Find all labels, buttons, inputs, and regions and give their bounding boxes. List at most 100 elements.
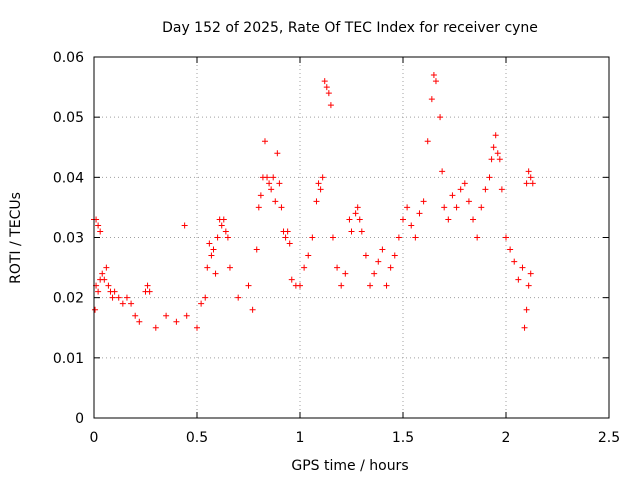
data-point xyxy=(371,270,378,277)
data-point xyxy=(507,246,514,253)
x-tick-label: 0.5 xyxy=(186,430,208,446)
data-point xyxy=(204,264,211,271)
y-tick-label: 0.05 xyxy=(53,110,84,126)
data-point xyxy=(356,216,363,223)
data-point xyxy=(136,318,143,325)
plot-frame xyxy=(93,56,610,419)
data-point xyxy=(470,216,477,223)
data-point xyxy=(358,228,365,235)
data-point xyxy=(218,222,225,229)
data-point xyxy=(146,288,153,295)
data-point xyxy=(395,234,402,241)
data-point xyxy=(325,90,332,97)
chart-title: Day 152 of 2025, Rate Of TEC Index for r… xyxy=(162,20,538,36)
data-point xyxy=(430,72,437,79)
data-point xyxy=(173,318,180,325)
data-point xyxy=(408,222,415,229)
data-point xyxy=(387,264,394,271)
data-point xyxy=(338,282,345,289)
data-point xyxy=(362,252,369,259)
data-point xyxy=(220,216,227,223)
data-point xyxy=(181,222,188,229)
data-point xyxy=(198,300,205,307)
data-point xyxy=(301,264,308,271)
data-point xyxy=(529,180,536,187)
y-tick-label: 0.01 xyxy=(53,351,84,367)
data-point xyxy=(503,234,509,241)
data-point xyxy=(391,252,398,259)
data-point xyxy=(208,252,215,259)
data-point xyxy=(315,180,322,187)
data-point xyxy=(257,192,264,199)
x-tick-label: 2.5 xyxy=(598,430,620,446)
data-point xyxy=(474,234,481,241)
data-point xyxy=(428,96,435,103)
data-point xyxy=(420,198,427,205)
axis-ticks: 0 0.5 1 1.5 2 2.5 0 0.01 0.02 0.03 0.04 0.05 0.06 xyxy=(53,50,620,446)
data-point xyxy=(235,294,242,301)
data-point xyxy=(245,282,252,289)
data-point xyxy=(111,288,118,295)
data-point xyxy=(432,78,439,85)
data-point xyxy=(210,246,217,253)
data-point xyxy=(412,234,419,241)
data-point xyxy=(95,288,102,295)
data-point xyxy=(527,174,534,181)
data-point xyxy=(313,198,320,205)
data-point xyxy=(109,294,116,301)
data-point xyxy=(270,174,277,181)
data-point xyxy=(212,270,219,277)
data-point xyxy=(449,192,456,199)
data-point xyxy=(224,234,231,241)
data-point xyxy=(334,264,341,271)
data-point xyxy=(222,228,229,235)
data-point xyxy=(523,180,530,187)
data-point xyxy=(202,294,209,301)
data-points xyxy=(91,72,536,331)
y-tick-label: 0.06 xyxy=(53,50,84,66)
data-point xyxy=(482,186,489,193)
data-point xyxy=(346,216,353,223)
x-tick-label: 1.5 xyxy=(392,430,414,446)
data-point xyxy=(206,240,213,247)
data-point xyxy=(523,306,530,313)
y-tick-label: 0.04 xyxy=(53,170,84,186)
data-point xyxy=(342,270,349,277)
data-point xyxy=(288,276,295,283)
data-point xyxy=(494,150,501,157)
data-point xyxy=(515,276,522,283)
data-point xyxy=(424,138,431,145)
data-point xyxy=(278,204,285,211)
data-point xyxy=(92,306,99,313)
data-point xyxy=(276,180,283,187)
data-point xyxy=(268,186,275,193)
x-tick-label: 1 xyxy=(296,430,305,446)
data-point xyxy=(163,312,170,319)
data-point xyxy=(352,210,359,217)
data-point xyxy=(379,246,386,253)
data-point xyxy=(437,114,444,121)
data-point xyxy=(97,228,104,235)
data-point xyxy=(115,294,122,301)
data-point xyxy=(128,300,135,307)
data-point xyxy=(264,174,271,181)
data-point xyxy=(249,306,256,313)
data-point xyxy=(498,186,505,193)
data-point xyxy=(272,198,279,205)
data-point xyxy=(445,216,452,223)
data-point xyxy=(525,282,532,289)
data-point xyxy=(527,270,534,277)
y-tick-label: 0.02 xyxy=(53,291,84,307)
data-point xyxy=(496,156,503,163)
data-point xyxy=(400,216,406,223)
y-tick-label: 0 xyxy=(75,411,84,427)
data-point xyxy=(226,264,233,271)
data-point xyxy=(274,150,281,157)
data-point xyxy=(194,324,200,331)
data-point xyxy=(305,252,312,259)
data-point xyxy=(132,312,139,319)
x-tick-label: 0 xyxy=(90,430,99,446)
data-point xyxy=(319,174,326,181)
y-tick-label: 0.03 xyxy=(53,231,84,247)
